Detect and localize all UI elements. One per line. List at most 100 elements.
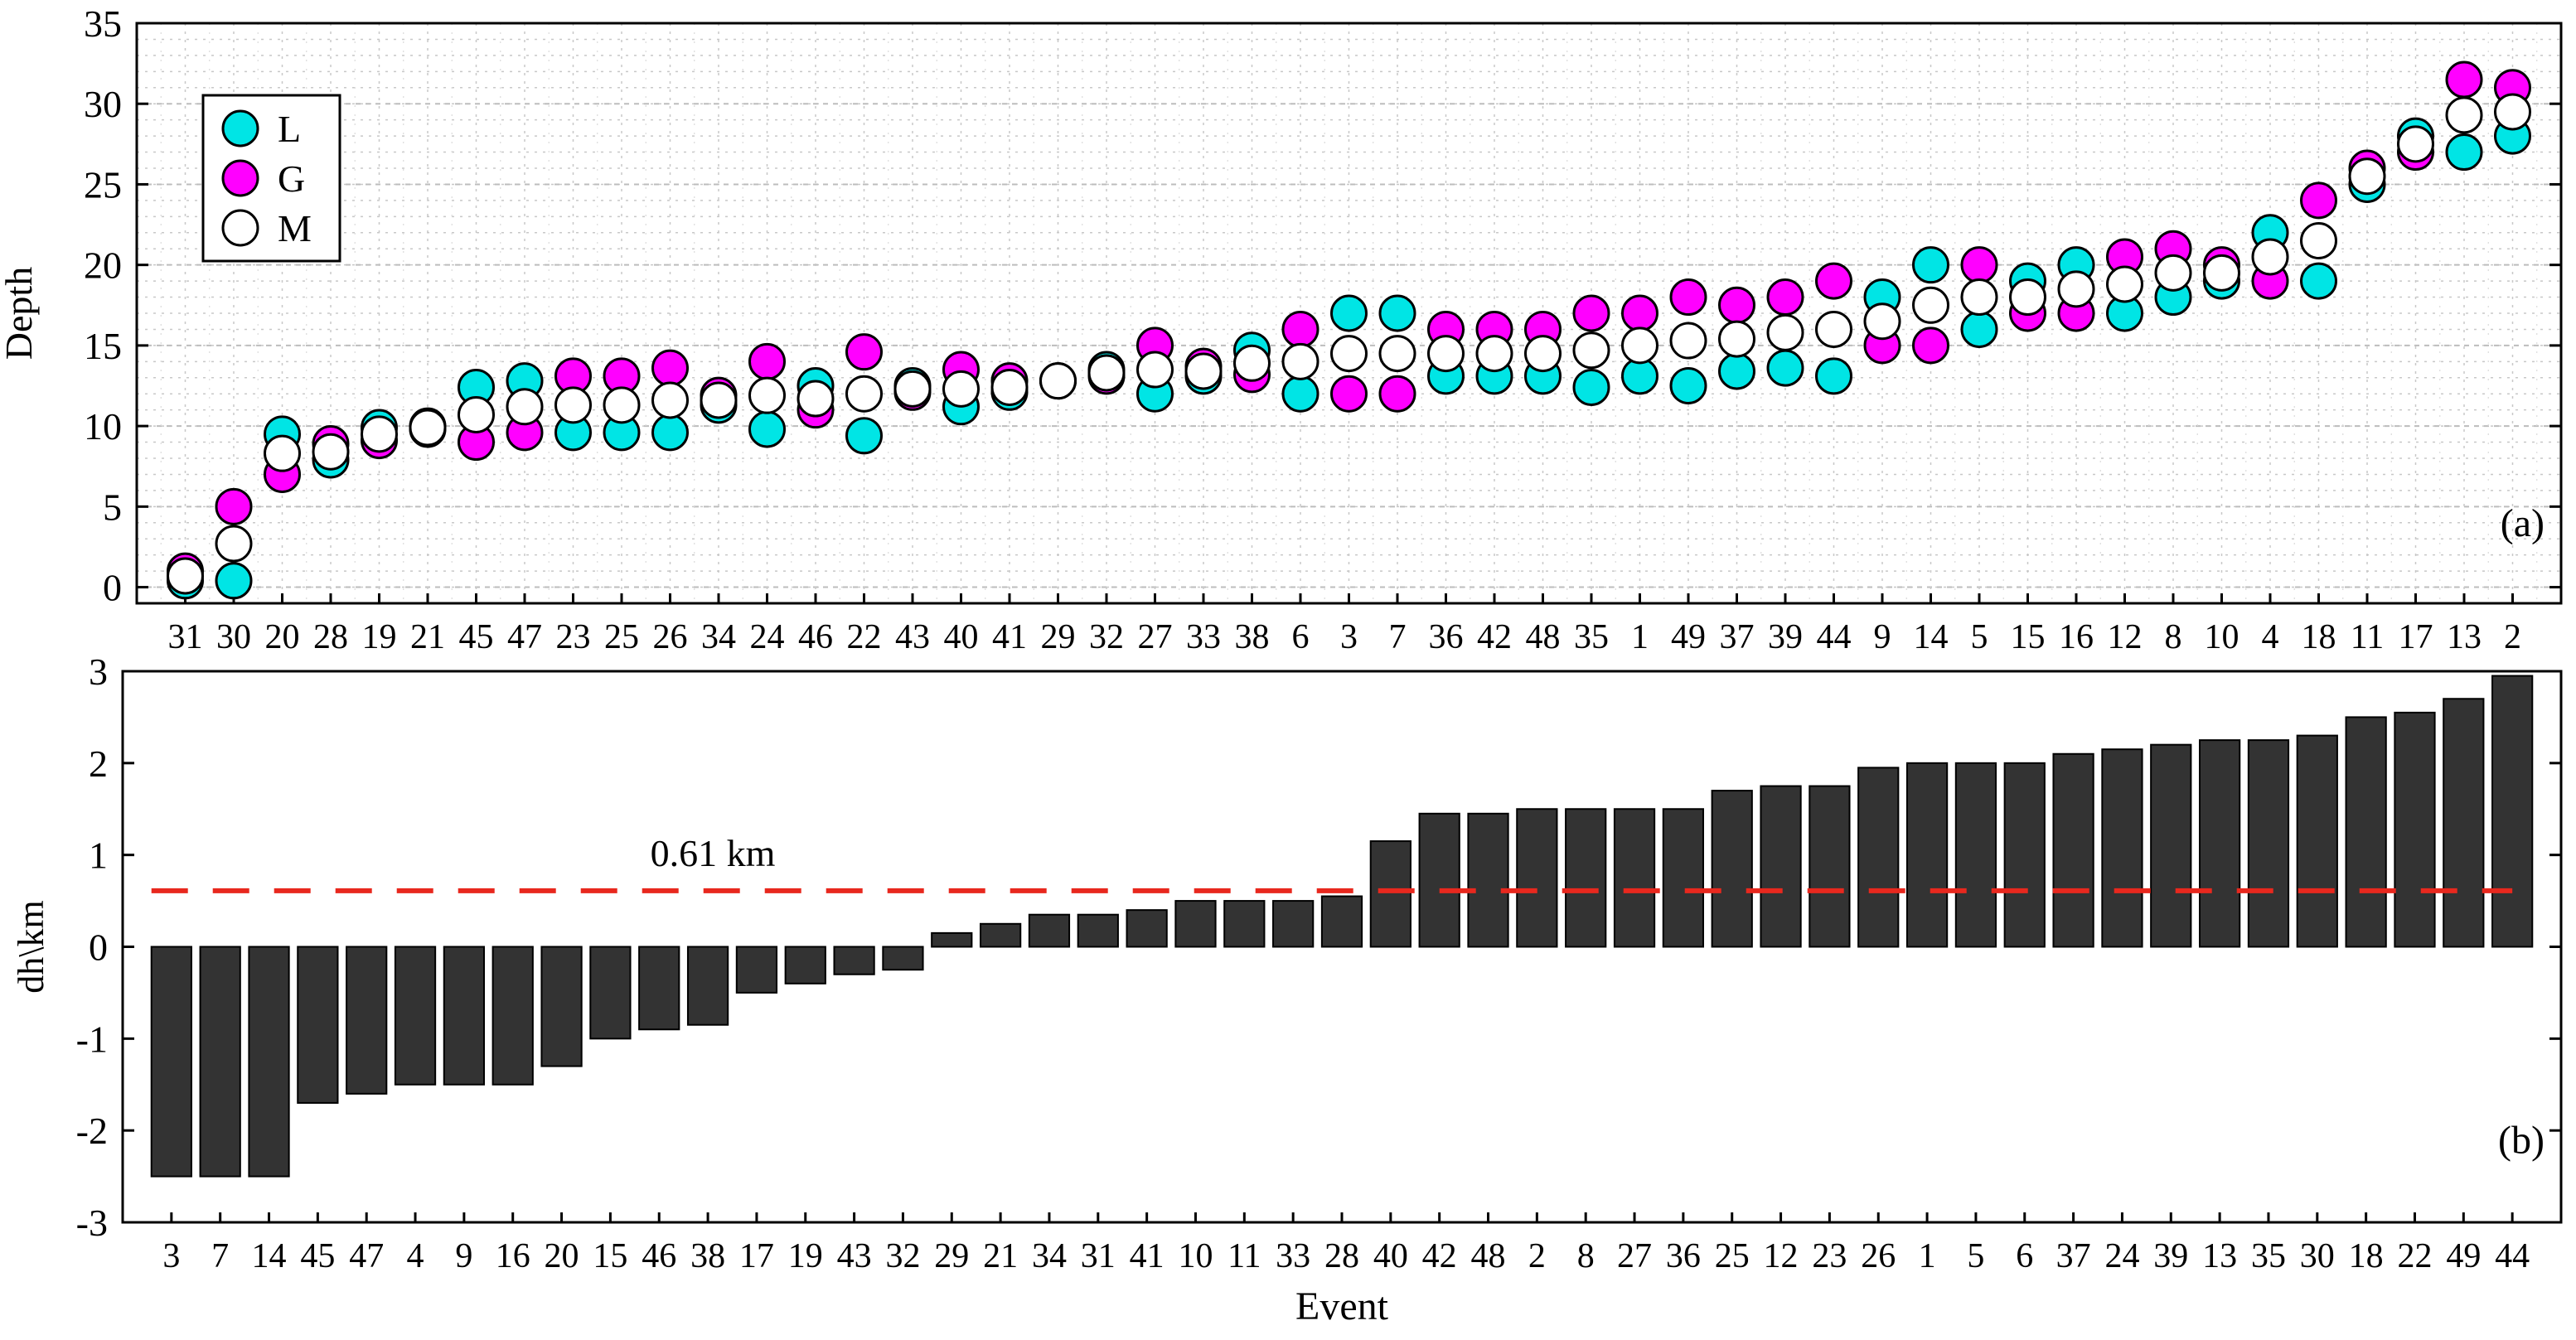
x-tick-label: 4 — [2262, 618, 2279, 656]
marker-G — [1815, 262, 1852, 300]
bar-event-28 — [1320, 895, 1363, 948]
bar-event-43 — [833, 946, 875, 975]
marker-L — [1912, 246, 1949, 284]
x-tick-label: 37 — [2056, 1237, 2091, 1275]
x-tick-label: 19 — [362, 618, 397, 656]
x-tick-label: 25 — [1715, 1237, 1750, 1275]
marker-M — [2494, 93, 2531, 131]
x-tick-label: 8 — [1577, 1237, 1595, 1275]
x-tick-label: 35 — [2251, 1237, 2286, 1275]
x-tick-label: 32 — [1089, 618, 1124, 656]
bar-event-23 — [1809, 785, 1851, 948]
bar-event-41 — [1126, 909, 1168, 948]
x-tick-label: 6 — [2016, 1237, 2033, 1275]
x-tick-label: 24 — [750, 618, 785, 656]
x-tick-label: 13 — [2447, 618, 2482, 656]
x-tick-label: 17 — [2399, 618, 2433, 656]
marker-L — [1718, 352, 1755, 390]
bar-event-15 — [589, 946, 632, 1040]
x-tick-label: 14 — [1914, 618, 1949, 656]
x-tick-label: 46 — [642, 1237, 676, 1275]
marker-M — [1718, 320, 1755, 358]
marker-G — [1718, 286, 1755, 324]
y-tick-label: -1 — [76, 1018, 108, 1060]
x-tick-label: 44 — [2495, 1237, 2530, 1275]
bar-event-31 — [1077, 913, 1119, 948]
marker-M — [990, 368, 1029, 406]
x-tick-label: 27 — [1617, 1237, 1652, 1275]
x-tick-label: 37 — [1720, 618, 1755, 656]
x-tick-label: 13 — [2202, 1237, 2237, 1275]
bar-event-42 — [1418, 812, 1460, 948]
bar-event-10 — [1174, 900, 1217, 948]
x-tick-label: 47 — [349, 1237, 384, 1275]
marker-L — [1572, 368, 1610, 406]
bar-event-8 — [1565, 808, 1607, 948]
bar-event-46 — [638, 946, 680, 1031]
x-tick-label: 47 — [507, 618, 542, 656]
y-tick-label: 2 — [89, 743, 108, 785]
x-tick-label: 38 — [1235, 618, 1270, 656]
x-tick-label: 31 — [1081, 1237, 1116, 1275]
bar-event-44 — [2491, 675, 2534, 948]
marker-M — [1136, 351, 1174, 389]
bar-event-22 — [2394, 711, 2436, 948]
marker-M — [1572, 331, 1610, 370]
bar-event-17 — [735, 946, 778, 994]
marker-L — [1669, 367, 1707, 404]
marker-G — [651, 349, 689, 387]
y-tick-label: 30 — [84, 83, 122, 125]
bar-event-37 — [2052, 752, 2094, 948]
x-tick-label: 7 — [1389, 618, 1407, 656]
panel-a-frame — [135, 22, 2563, 605]
bar-event-6 — [2003, 762, 2046, 948]
marker-M — [2203, 254, 2240, 292]
x-tick-label: 30 — [2300, 1237, 2335, 1275]
bar-event-39 — [2150, 743, 2192, 948]
panel-b-bars — [150, 675, 2534, 1178]
x-tick-label: 23 — [1812, 1237, 1847, 1275]
reference-line-label: 0.61 km — [651, 832, 776, 874]
panel-a-x-ticks: 31 30 20 28 19 21 45 47 23 25 26 34 24 46 22 43 40 41 29 32… — [168, 593, 2521, 656]
x-tick-label: 17 — [739, 1237, 774, 1275]
marker-M — [845, 375, 883, 413]
x-tick-label: 11 — [1227, 1237, 1261, 1275]
bar-event-29 — [931, 931, 973, 948]
x-tick-label: 18 — [2349, 1237, 2384, 1275]
bar-event-33 — [1272, 900, 1315, 948]
x-tick-label: 36 — [1429, 618, 1464, 656]
marker-M — [312, 433, 350, 471]
legend-marker-M — [221, 209, 259, 247]
bar-event-25 — [1711, 790, 1753, 948]
panel-b-label: (b) — [2498, 1118, 2545, 1162]
marker-G — [1281, 310, 1319, 348]
marker-M — [651, 381, 689, 419]
x-tick-label: 22 — [2397, 1237, 2432, 1275]
bar-event-9 — [443, 946, 486, 1086]
x-tick-label: 1 — [1919, 1237, 1936, 1275]
panel-b-y-ticks: -3 -2 -1 0 1 2 3 — [76, 651, 2561, 1244]
x-axis-label: Event — [1295, 1284, 1389, 1328]
panel-b-y-axis-label: dh\km — [11, 900, 51, 993]
x-tick-label: 34 — [701, 618, 736, 656]
x-tick-label: 19 — [788, 1237, 823, 1275]
marker-M — [2397, 125, 2434, 163]
panel-a-y-ticks: 0 5 10 15 20 25 30 35 — [84, 2, 2561, 609]
panel-a-legend: L G M — [201, 94, 341, 263]
bar-event-45 — [297, 946, 339, 1104]
y-tick-label: 20 — [84, 244, 122, 287]
marker-M — [458, 396, 495, 433]
x-tick-label: 15 — [593, 1237, 627, 1275]
x-tick-label: 16 — [2059, 618, 2094, 656]
x-tick-label: 49 — [1671, 618, 1706, 656]
x-tick-label: 11 — [2351, 618, 2384, 656]
marker-M — [1039, 362, 1077, 400]
marker-M — [1475, 335, 1513, 373]
y-tick-label: 5 — [103, 486, 122, 528]
marker-M — [2154, 254, 2192, 292]
bar-event-21 — [979, 922, 1022, 948]
x-tick-label: 45 — [300, 1237, 335, 1275]
x-tick-label: 41 — [1130, 1237, 1165, 1275]
marker-L — [1815, 357, 1852, 395]
